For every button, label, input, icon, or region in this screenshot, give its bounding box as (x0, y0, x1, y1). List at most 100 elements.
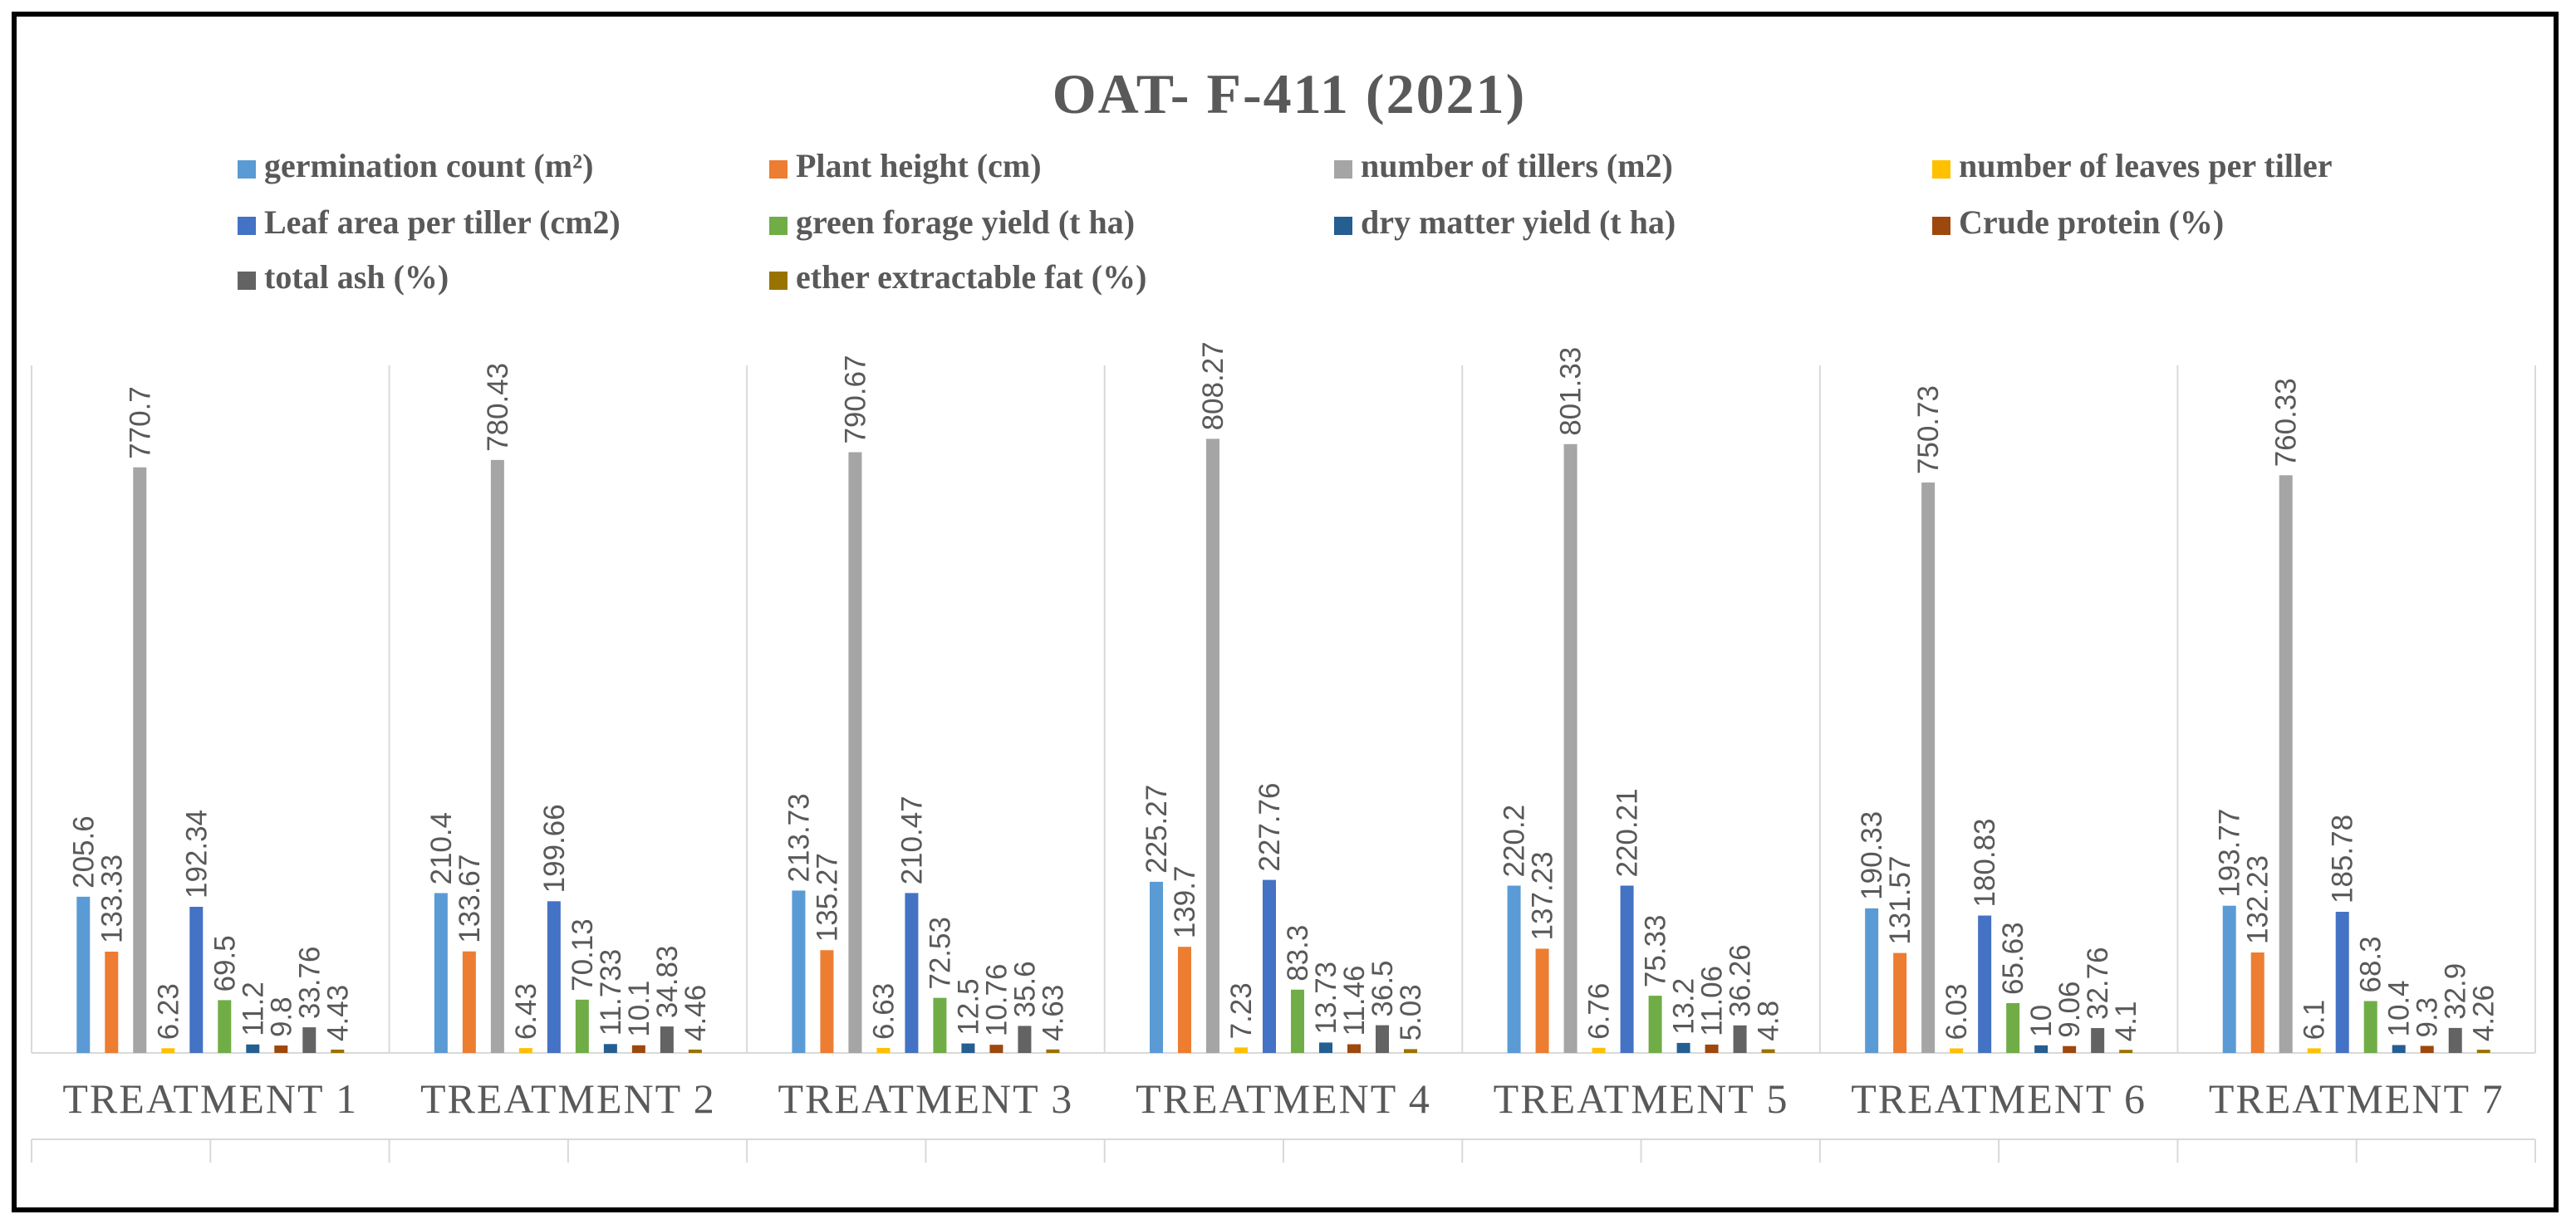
bar (1507, 885, 1521, 1053)
bar (905, 893, 919, 1053)
data-label: 213.73 (783, 793, 815, 882)
data-label: 131.57 (1884, 856, 1916, 945)
data-label: 227.76 (1254, 783, 1286, 872)
bar (660, 1026, 674, 1053)
bar (575, 999, 589, 1053)
bar (2006, 1002, 2020, 1053)
legend: germination count (m²) Plant height (cm) n… (238, 147, 2333, 296)
data-label: 75.33 (1640, 914, 1672, 987)
data-label: 199.66 (538, 804, 571, 893)
chart-canvas: OAT- F-411 (2021) germination count (m²)… (31, 62, 2536, 1163)
chart-title: OAT- F-411 (2021) (1052, 62, 1526, 125)
chart-frame: OAT- F-411 (2021) germination count (m²)… (12, 12, 2559, 1212)
bar (631, 1045, 645, 1053)
bar (218, 1000, 232, 1053)
legend-swatch (769, 217, 788, 235)
data-label: 4.8 (1753, 1001, 1785, 1041)
data-label: 65.63 (1997, 922, 2029, 995)
bar (547, 901, 561, 1053)
bar (1404, 1049, 1417, 1053)
data-label: 4.26 (2468, 985, 2500, 1041)
data-label: 32.9 (2440, 963, 2472, 1020)
bar (2420, 1045, 2434, 1053)
legend-label: dry matter yield (t ha) (1361, 203, 1676, 241)
data-label: 10.1 (623, 981, 655, 1037)
data-label: 808.27 (1197, 341, 1229, 430)
bar (1263, 879, 1276, 1053)
legend-swatch (238, 160, 256, 179)
bar (1150, 881, 1163, 1053)
bar (133, 467, 147, 1053)
category-label: TREATMENT 6 (1851, 1075, 2147, 1122)
category-label: TREATMENT 3 (778, 1075, 1074, 1122)
bar (961, 1043, 975, 1053)
data-label: 12.5 (952, 978, 984, 1035)
data-label: 750.73 (1912, 385, 1945, 474)
bar (331, 1049, 345, 1053)
legend-label: Leaf area per tiller (cm2) (264, 203, 621, 241)
data-label: 36.5 (1367, 960, 1399, 1016)
bar (2307, 1048, 2321, 1053)
data-label: 5.03 (1395, 984, 1427, 1040)
data-label: 220.21 (1612, 788, 1644, 877)
data-label: 36.26 (1725, 944, 1757, 1017)
legend-label: total ash (%) (264, 258, 449, 296)
data-label: 4.46 (680, 985, 712, 1041)
legend-label: number of tillers (m2) (1361, 147, 1673, 184)
bar (2279, 475, 2293, 1053)
bar (518, 1048, 532, 1053)
bar (603, 1044, 617, 1053)
data-label: 139.7 (1169, 866, 1201, 939)
data-label: 72.53 (924, 917, 956, 990)
data-label: 70.13 (567, 918, 599, 992)
legend-swatch (1932, 217, 1950, 235)
data-label: 133.67 (454, 854, 486, 943)
bar (876, 1047, 891, 1053)
data-label: 10 (2025, 1005, 2058, 1037)
bar (688, 1049, 702, 1053)
data-label: 192.34 (180, 810, 213, 898)
bar (1178, 947, 1191, 1053)
data-label: 6.63 (867, 983, 900, 1040)
bar (1018, 1026, 1032, 1053)
bar (1620, 885, 1634, 1053)
bar (2250, 952, 2264, 1053)
bar (1893, 952, 1907, 1053)
data-label: 185.78 (2327, 815, 2359, 903)
data-label: 6.43 (510, 983, 542, 1040)
bar (848, 452, 862, 1053)
data-label: 4.63 (1037, 985, 1069, 1041)
legend-swatch (1334, 217, 1352, 235)
data-label: 132.23 (2242, 855, 2274, 944)
data-label: 10.76 (980, 964, 1013, 1037)
data-label: 68.3 (2355, 936, 2387, 992)
legend-swatch (238, 272, 256, 290)
data-label: 13.73 (1310, 962, 1342, 1035)
bar (820, 950, 834, 1053)
category-label: TREATMENT 5 (1494, 1075, 1789, 1122)
legend-label: ether extractable fat (%) (796, 258, 1146, 296)
legend-swatch (1334, 160, 1352, 179)
data-label: 193.77 (2214, 809, 2246, 898)
bar (1347, 1044, 1361, 1053)
legend-label: Crude protein (%) (1959, 203, 2224, 241)
category-label: TREATMENT 7 (2209, 1075, 2505, 1122)
bar (933, 997, 947, 1053)
bar (1376, 1025, 1389, 1053)
bar (2222, 905, 2236, 1053)
data-label: 10.4 (2383, 980, 2416, 1036)
bar (2034, 1045, 2049, 1053)
bar (161, 1048, 175, 1053)
bar (2476, 1050, 2490, 1053)
bar (1234, 1047, 1248, 1053)
data-label: 6.23 (152, 983, 184, 1040)
bar (989, 1045, 1003, 1053)
data-label: 9.8 (265, 996, 297, 1037)
bar (1319, 1042, 1332, 1053)
data-label: 790.67 (839, 355, 871, 443)
data-label: 4.1 (2110, 1001, 2142, 1042)
bar (1921, 482, 1936, 1053)
bar (1535, 948, 1549, 1053)
data-label: 137.23 (1527, 851, 1559, 940)
